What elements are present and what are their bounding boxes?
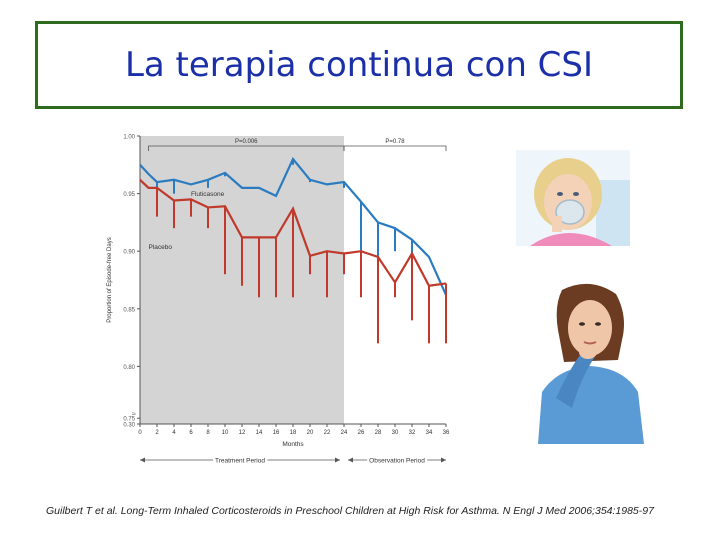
citation: Guilbert T et al. Long-Term Inhaled Cort… <box>46 505 654 517</box>
x-tick-label: 26 <box>358 430 365 436</box>
series-label-placebo: Placebo <box>149 244 173 251</box>
x-tick-label: 36 <box>443 430 450 436</box>
y-tick-label: 0.85 <box>123 307 135 313</box>
episode-free-days-chart: ≈0.300.750.800.850.900.951.000 2 4 6 8 10 12 14… <box>107 135 450 465</box>
x-tick-label: 12 <box>239 430 246 436</box>
x-tick-label: 32 <box>409 430 416 436</box>
x-tick-label: 30 <box>392 430 399 436</box>
x-tick-label: 24 <box>341 430 348 436</box>
series-line-fluticasone <box>139 156 448 296</box>
x-tick-label: 28 <box>375 430 382 436</box>
x-axis-label: Months <box>282 441 304 448</box>
period-label: Observation Period <box>369 458 425 465</box>
child-photo <box>516 150 630 246</box>
x-tick-label: 34 <box>426 430 433 436</box>
x-tick-label: 22 <box>324 430 331 436</box>
x-tick-label: 18 <box>290 430 297 436</box>
y-tick-label: 0.75 <box>123 417 135 423</box>
x-tick-label: 14 <box>256 430 263 436</box>
y-tick-label: 0.95 <box>123 192 135 198</box>
x-tick-label: 4 <box>172 430 176 436</box>
x-tick-label: 20 <box>307 430 314 436</box>
y-tick-label: 1.00 <box>123 135 135 141</box>
x-tick-label: 8 <box>206 430 210 436</box>
series-line-placebo <box>139 178 447 287</box>
slide-title: La terapia continua con CSI <box>124 45 594 85</box>
title-box: La terapia continua con CSI <box>35 21 683 109</box>
y-tick-label: 0.30 <box>123 423 135 429</box>
p-value-bracket <box>343 145 447 151</box>
x-tick-label: 10 <box>222 430 229 436</box>
period-label: Treatment Period <box>215 458 265 465</box>
y-tick-label: 0.80 <box>123 365 135 371</box>
axis-break-mark: ≈ <box>132 411 136 418</box>
x-tick-label: 6 <box>189 430 193 436</box>
series-label-fluticasone: Fluticasone <box>191 191 225 198</box>
y-axis-label: Proportion of Episode-free Days <box>107 237 113 322</box>
x-tick-label: 16 <box>273 430 280 436</box>
p-value-label: P=0.006 <box>235 139 258 145</box>
y-tick-label: 0.90 <box>123 250 135 256</box>
period-label-bg <box>367 457 428 465</box>
period-label-bg <box>213 457 268 465</box>
x-tick-label: 0 <box>138 430 142 436</box>
woman-photo <box>528 280 650 444</box>
x-tick-label: 2 <box>155 430 159 436</box>
p-value-label: P=0.78 <box>385 139 405 145</box>
